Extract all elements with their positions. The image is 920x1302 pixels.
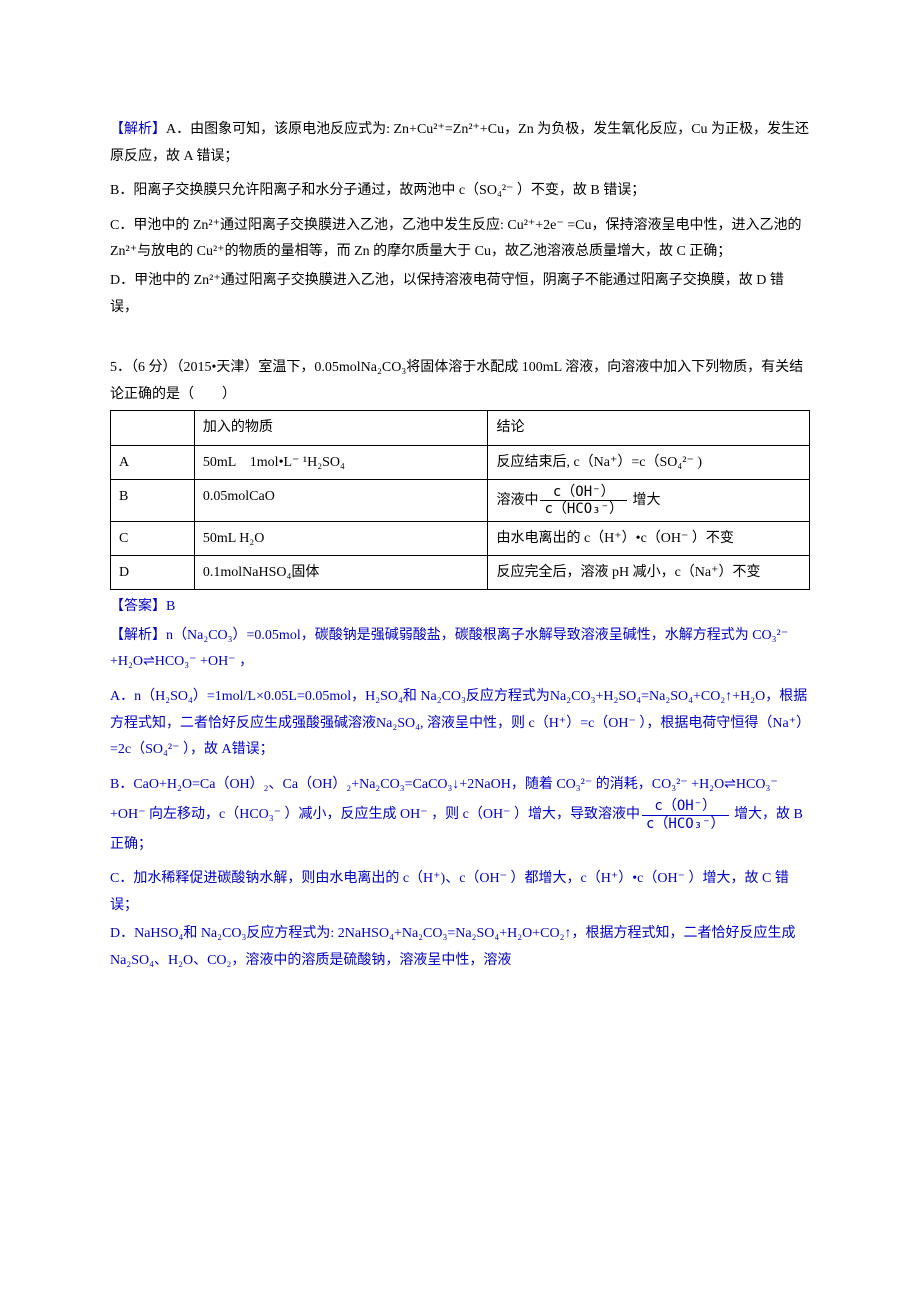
q5-a-concl: 反应结束后, c（Na⁺）=c（SO₄²⁻ ) [488, 445, 810, 479]
q5-a-add: 50mL 1mol•L⁻ ¹H₂SO₄ [194, 445, 488, 479]
q5-b-label: B [111, 479, 195, 521]
answer-line: 【答案】B [110, 594, 810, 621]
answer-value: B [166, 599, 175, 614]
expl1-line-a: A．由图象可知，该原电池反应式为: Zn+Cu²⁺=Zn²⁺+Cu，Zn 为负极… [110, 122, 809, 164]
fraction: c（OH⁻）c（HCO₃⁻） [642, 798, 729, 831]
expl2-c: C．加水稀释促进碳酸钠水解，则由水电离出的 c（H⁺)、c（OH⁻ ）都增大，c… [110, 866, 810, 919]
q5-d-concl: 反应完全后，溶液 pH 减小，c（Na⁺）不变 [488, 556, 810, 590]
q5-a-label: A [111, 445, 195, 479]
q5-b-prefix: 溶液中 [496, 493, 538, 508]
q5-b-add: 0.05molCaO [194, 479, 488, 521]
frac-den: c（HCO₃⁻） [642, 816, 729, 832]
table-row: D 0.1molNaHSO₄固体 反应完全后，溶液 pH 减小，c（Na⁺）不变 [111, 556, 810, 590]
frac-num: c（OH⁻） [642, 798, 729, 815]
expl1-line-c: C．甲池中的 Zn²⁺通过阳离子交换膜进入乙池，乙池中发生反应: Cu²⁺+2e… [110, 213, 810, 266]
frac-num: c（OH⁻） [540, 484, 627, 501]
table-row: A 50mL 1mol•L⁻ ¹H₂SO₄ 反应结束后, c（Na⁺）=c（SO… [111, 445, 810, 479]
fraction: c（OH⁻）c（HCO₃⁻） [540, 484, 627, 517]
q5-h1: 加入的物质 [194, 411, 488, 445]
q5-c-add: 50mL H₂O [194, 521, 488, 555]
expl2-line1-text: n（Na₂CO₃）=0.05mol，碳酸钠是强碱弱酸盐，碳酸根离子水解导致溶液呈… [110, 628, 788, 670]
q5-h0 [111, 411, 195, 445]
table-row: 加入的物质 结论 [111, 411, 810, 445]
q5-b-suffix: 增大 [629, 493, 661, 508]
expl2-d: D．NaHSO₄和 Na₂CO₃反应方程式为: 2NaHSO₄+Na₂CO₃=N… [110, 921, 810, 974]
label-jiexi-2: 【解析】 [110, 628, 166, 643]
q5-h2: 结论 [488, 411, 810, 445]
q5-d-add: 0.1molNaHSO₄固体 [194, 556, 488, 590]
q5-c-label: C [111, 521, 195, 555]
q5-b-concl: 溶液中c（OH⁻）c（HCO₃⁻） 增大 [488, 479, 810, 521]
expl2-a: A．n（H₂SO₄）=1mol/L×0.05L=0.05mol，H₂SO₄和 N… [110, 684, 810, 764]
expl2-line1: 【解析】n（Na₂CO₃）=0.05mol，碳酸钠是强碱弱酸盐，碳酸根离子水解导… [110, 623, 810, 676]
table-row: C 50mL H₂O 由水电离出的 c（H⁺）•c（OH⁻ ）不变 [111, 521, 810, 555]
label-daan: 【答案】 [110, 599, 166, 614]
table-row: B 0.05molCaO 溶液中c（OH⁻）c（HCO₃⁻） 增大 [111, 479, 810, 521]
q5-c-concl: 由水电离出的 c（H⁺）•c（OH⁻ ）不变 [488, 521, 810, 555]
q5-table: 加入的物质 结论 A 50mL 1mol•L⁻ ¹H₂SO₄ 反应结束后, c（… [110, 410, 810, 590]
expl-block-1: 【解析】A．由图象可知，该原电池反应式为: Zn+Cu²⁺=Zn²⁺+Cu，Zn… [110, 117, 810, 170]
frac-den: c（HCO₃⁻） [540, 501, 627, 517]
q5-stem: 5．（6 分）（2015•天津）室温下，0.05molNa₂CO₃将固体溶于水配… [110, 355, 810, 408]
expl1-line-d: D．甲池中的 Zn²⁺通过阳离子交换膜进入乙池，以保持溶液电荷守恒，阴离子不能通… [110, 268, 810, 321]
expl1-line-b: B．阳离子交换膜只允许阳离子和水分子通过，故两池中 c（SO₄²⁻ ）不变，故 … [110, 178, 810, 205]
label-jiexi: 【解析】 [110, 122, 166, 137]
expl2-b: B．CaO+H₂O=Ca（OH）₂、Ca（OH）₂+Na₂CO₃=CaCO₃↓+… [110, 772, 810, 858]
q5-d-label: D [111, 556, 195, 590]
